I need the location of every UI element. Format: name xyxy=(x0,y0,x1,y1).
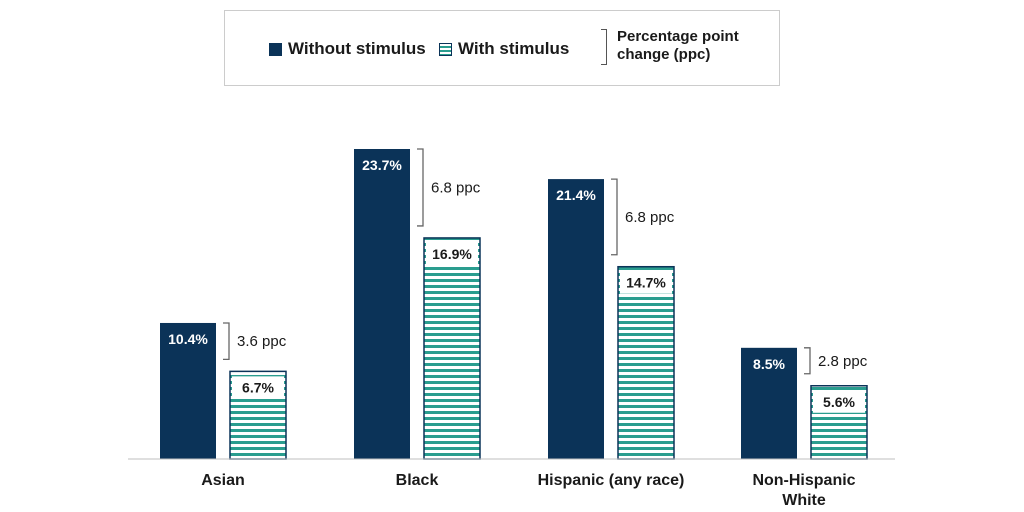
bar-without-stimulus xyxy=(741,347,797,459)
legend-label-with: With stimulus xyxy=(458,39,570,58)
legend-item-with: With stimulus xyxy=(439,39,569,59)
bracket-icon xyxy=(601,29,607,65)
data-label-without: 10.4% xyxy=(168,331,208,347)
category-label: Hispanic (any race) xyxy=(538,472,685,489)
bar-with-stimulus xyxy=(617,265,675,460)
category-label: Asian xyxy=(201,472,245,489)
data-label-without: 8.5% xyxy=(753,356,785,372)
legend-label-without: Without stimulus xyxy=(288,39,426,58)
data-label-with-bg xyxy=(620,271,672,294)
legend: Without stimulus With stimulus Percentag… xyxy=(224,10,780,86)
bar-without-stimulus xyxy=(548,179,604,459)
data-label-without: 21.4% xyxy=(556,187,596,203)
data-label-with-bg xyxy=(232,376,284,399)
bar-with-stimulus xyxy=(423,237,481,460)
data-label-with-bg xyxy=(813,390,865,413)
change-bracket xyxy=(417,148,424,227)
change-label: 6.8 ppc xyxy=(625,209,675,226)
category-label: Non-Hispanic White xyxy=(752,472,855,509)
change-bracket xyxy=(223,322,230,361)
change-label: 2.8 ppc xyxy=(818,353,868,370)
bars-layer: 10.4% 6.7% 3.6 ppc Asian 23.7% 16.9% 6.8 ppc Bl… xyxy=(128,148,895,509)
data-label-without: 23.7% xyxy=(362,157,402,173)
data-label-with-bg xyxy=(426,242,478,265)
legend-swatch-without xyxy=(269,42,282,56)
legend-swatch-with xyxy=(439,42,452,56)
data-label-with: 5.6% xyxy=(823,394,855,410)
data-label-with: 6.7% xyxy=(242,379,274,395)
change-label: 3.6 ppc xyxy=(237,333,287,350)
legend-label-ppc: Percentage point change (ppc) xyxy=(617,28,739,63)
bar-without-stimulus xyxy=(160,322,216,459)
data-label-with: 16.9% xyxy=(432,246,472,262)
legend-item-without: Without stimulus xyxy=(269,39,426,59)
bar-without-stimulus xyxy=(354,149,410,459)
data-label-with: 14.7% xyxy=(626,275,666,291)
change-bracket xyxy=(611,178,618,256)
change-label: 6.8 ppc xyxy=(431,179,481,196)
category-label: Black xyxy=(396,472,439,489)
change-bracket xyxy=(804,347,811,375)
